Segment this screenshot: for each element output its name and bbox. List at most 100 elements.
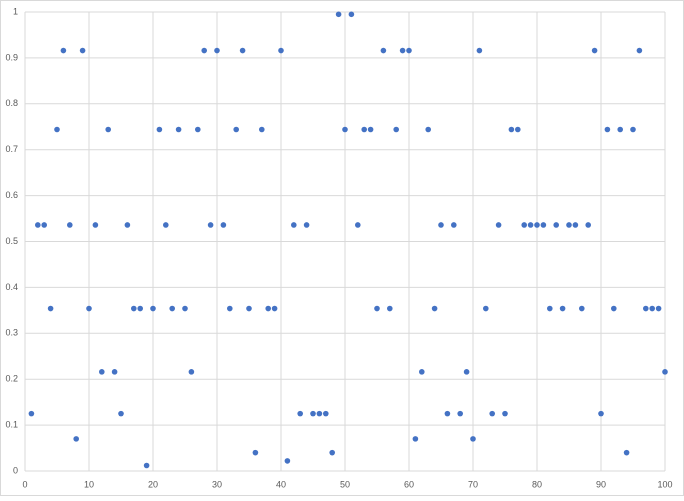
point xyxy=(438,222,444,228)
point xyxy=(521,222,527,228)
point xyxy=(227,305,233,312)
point xyxy=(297,410,304,417)
point xyxy=(163,222,169,228)
y-tick-label: 0.4 xyxy=(5,282,18,292)
y-tick-label: 0.3 xyxy=(5,328,18,338)
x-tick-label: 0 xyxy=(22,479,27,489)
point xyxy=(28,410,35,417)
point xyxy=(233,126,239,133)
y-tick-label: 0.2 xyxy=(5,374,18,384)
y-tick-label: 0.7 xyxy=(5,144,18,154)
point xyxy=(367,126,374,133)
point xyxy=(604,126,611,133)
point xyxy=(284,458,291,464)
x-tick-label: 30 xyxy=(212,479,222,489)
x-tick-label: 90 xyxy=(596,479,606,489)
point xyxy=(617,126,623,133)
point xyxy=(316,410,323,417)
point xyxy=(137,305,143,312)
point xyxy=(399,47,406,54)
point xyxy=(348,11,355,18)
point xyxy=(623,449,630,456)
point xyxy=(342,126,348,133)
y-tick-label: 0 xyxy=(13,465,18,475)
point xyxy=(431,305,438,312)
point xyxy=(444,410,451,417)
point xyxy=(291,222,297,228)
point xyxy=(451,222,457,228)
x-tick-label: 60 xyxy=(404,479,414,489)
point xyxy=(476,47,483,54)
point xyxy=(419,369,425,375)
point xyxy=(470,436,476,442)
point xyxy=(380,47,387,54)
point xyxy=(566,222,572,228)
point xyxy=(393,126,400,133)
y-tick-label: 1 xyxy=(13,6,18,16)
x-tick-label: 20 xyxy=(148,479,158,489)
point xyxy=(252,449,259,456)
point xyxy=(553,222,559,228)
point xyxy=(182,305,188,312)
point xyxy=(79,47,86,54)
point xyxy=(425,126,432,133)
point xyxy=(387,305,393,312)
point xyxy=(35,222,41,228)
point xyxy=(547,305,553,312)
point xyxy=(572,222,579,228)
x-tick-label: 100 xyxy=(657,479,672,489)
y-tick-label: 0.1 xyxy=(5,419,18,429)
point xyxy=(73,436,79,442)
point xyxy=(41,222,47,228)
point xyxy=(598,410,604,417)
point xyxy=(483,305,489,312)
point xyxy=(335,11,342,18)
point xyxy=(118,410,124,417)
point xyxy=(54,126,60,133)
point xyxy=(489,410,496,417)
point xyxy=(271,305,278,312)
point xyxy=(495,222,502,228)
point xyxy=(361,126,368,133)
point xyxy=(310,410,316,417)
point xyxy=(265,305,272,312)
point xyxy=(412,436,419,442)
point xyxy=(214,47,220,54)
point xyxy=(201,47,207,54)
point xyxy=(246,305,252,312)
point xyxy=(463,369,470,375)
point xyxy=(630,126,636,133)
point xyxy=(131,305,137,312)
point xyxy=(559,305,566,312)
point xyxy=(303,222,310,228)
point xyxy=(92,222,99,228)
point xyxy=(60,47,67,54)
point xyxy=(259,126,265,133)
x-tick-label: 10 xyxy=(84,479,94,489)
point xyxy=(207,222,214,228)
point xyxy=(643,305,649,312)
point xyxy=(374,305,380,312)
y-tick-label: 0.5 xyxy=(5,236,18,246)
point xyxy=(278,47,284,54)
point xyxy=(195,126,201,133)
point xyxy=(124,222,131,228)
point xyxy=(406,47,412,54)
point xyxy=(143,462,150,469)
x-tick-label: 40 xyxy=(276,479,286,489)
point xyxy=(534,222,540,228)
x-tick-label: 50 xyxy=(340,479,350,489)
point xyxy=(188,369,195,375)
point xyxy=(239,47,246,54)
point xyxy=(220,222,227,228)
point xyxy=(508,126,515,133)
point xyxy=(111,369,118,375)
y-tick-label: 0.9 xyxy=(5,52,18,62)
point xyxy=(150,305,156,312)
y-tick-label: 0.8 xyxy=(5,98,18,108)
point xyxy=(175,126,182,133)
point xyxy=(655,305,662,312)
point xyxy=(47,305,54,312)
